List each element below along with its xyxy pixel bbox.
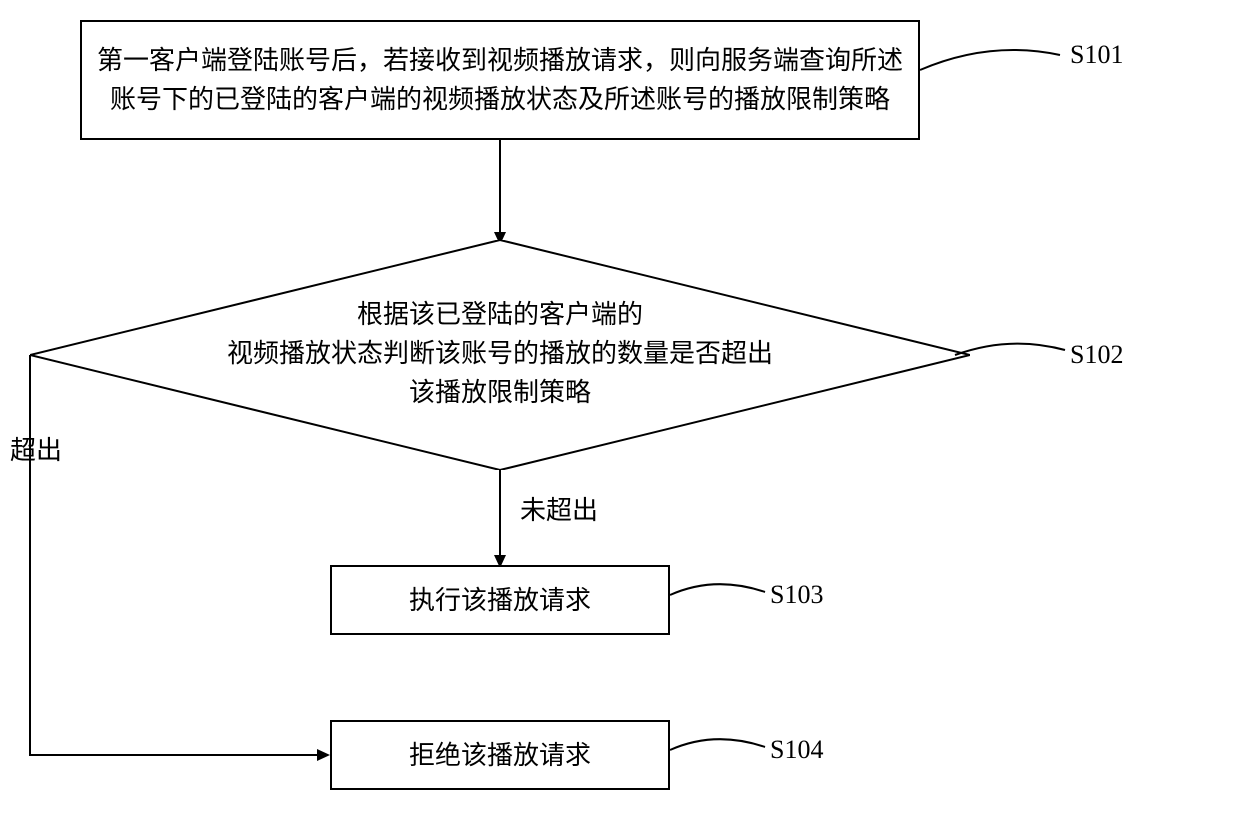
s103-label: S103 [770, 580, 823, 610]
process-box-s103: 执行该播放请求 [330, 565, 670, 635]
s102-label: S102 [1070, 340, 1123, 370]
process-box-s104: 拒绝该播放请求 [330, 720, 670, 790]
arrow-s102-s103 [490, 470, 510, 568]
s104-text: 拒绝该播放请求 [409, 736, 591, 775]
edge-label-exceed: 超出 [10, 430, 62, 467]
s102-text-line3: 该播放限制策略 [150, 373, 850, 412]
s102-text-line2: 视频播放状态判断该账号的播放的数量是否超出 [150, 334, 850, 373]
s103-text: 执行该播放请求 [409, 581, 591, 620]
edge-label-not-exceed: 未超出 [520, 490, 598, 527]
s102-text-line1: 根据该已登陆的客户端的 [150, 295, 850, 334]
s101-label: S101 [1070, 40, 1123, 70]
arrow-s102-s104 [20, 355, 340, 765]
s102-text-container: 根据该已登陆的客户端的 视频播放状态判断该账号的播放的数量是否超出 该播放限制策… [150, 295, 850, 412]
process-box-s101: 第一客户端登陆账号后，若接收到视频播放请求，则向服务端查询所述账号下的已登陆的客… [80, 20, 920, 140]
s104-label: S104 [770, 735, 823, 765]
s101-text: 第一客户端登陆账号后，若接收到视频播放请求，则向服务端查询所述账号下的已登陆的客… [94, 41, 906, 119]
s102-label-connector [955, 340, 1070, 370]
s104-label-connector [670, 735, 770, 765]
arrow-s101-s102 [490, 140, 510, 245]
s101-label-connector [920, 50, 1070, 90]
s103-label-connector [670, 580, 770, 610]
